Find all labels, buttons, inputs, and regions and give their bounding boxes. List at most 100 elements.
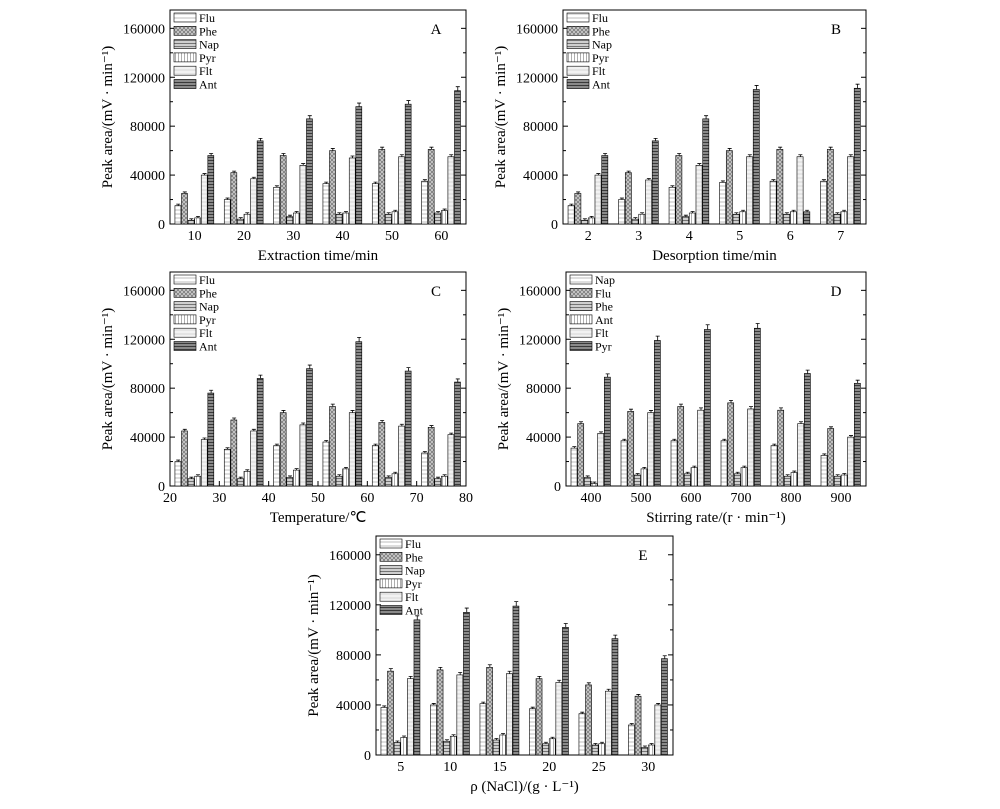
x-tick-label: 20 <box>237 229 251 244</box>
error-bar <box>749 406 753 409</box>
legend-swatch <box>173 12 197 23</box>
bar-flt <box>797 423 805 487</box>
error-bar <box>613 634 618 639</box>
bar-ant <box>454 381 461 487</box>
bar-flt <box>506 673 513 756</box>
bar-nap <box>385 477 392 487</box>
legend-swatch <box>173 327 197 338</box>
x-tick-label: 4 <box>686 229 693 244</box>
y-tick-label: 0 <box>554 480 561 495</box>
error-bar <box>176 459 181 462</box>
chart-panel-A: 0 40000 80000 120000 160000 10 20 30 40 50 60 FluPh… <box>100 9 467 264</box>
bar-nap <box>833 213 841 225</box>
bar-flu <box>627 411 635 487</box>
bar-pyr <box>647 744 655 756</box>
bar-flu <box>273 445 280 487</box>
bar-flu <box>223 199 231 225</box>
error-bar <box>458 672 463 675</box>
error-bar <box>294 468 299 471</box>
chart-panel-C: 0 40000 80000 120000 160000 20 30 40 50 60 70 80 Flu… <box>100 271 473 526</box>
legend-label: Nap <box>199 300 219 314</box>
error-bar <box>537 675 542 679</box>
bar-nap <box>820 455 828 487</box>
bar-flt <box>645 179 652 225</box>
bar-flu <box>174 205 182 225</box>
error-bar <box>195 474 200 477</box>
legend-swatch <box>569 314 593 325</box>
error-bar <box>629 408 633 412</box>
legend-swatch <box>379 565 403 575</box>
bar-phe <box>584 477 591 487</box>
error-bar <box>380 146 385 150</box>
bar-phe <box>329 150 336 225</box>
bar-flu <box>430 704 437 756</box>
y-tick-label: 160000 <box>516 22 558 37</box>
x-tick-label: 500 <box>631 491 652 506</box>
legend-swatch <box>379 591 403 602</box>
legend-swatch <box>566 12 590 23</box>
bar-nap <box>335 213 343 225</box>
x-tick-label: 600 <box>681 491 702 506</box>
y-axis-label: Peak area/(mV · min⁻¹) <box>493 46 509 189</box>
x-tick-label: 700 <box>731 491 752 506</box>
bar-flt <box>647 412 655 487</box>
bar-phe <box>826 149 834 225</box>
y-tick-label: 120000 <box>123 71 165 86</box>
bar-ant <box>601 155 609 225</box>
bar-pyr <box>441 475 448 487</box>
legend-label: Flu <box>592 11 608 25</box>
error-bar <box>301 422 306 425</box>
error-bar <box>382 705 387 708</box>
bar-flt <box>200 174 208 225</box>
error-bar <box>402 735 407 738</box>
legend-swatch <box>173 39 197 49</box>
bar-flt <box>447 434 455 487</box>
bar-flt <box>796 156 804 225</box>
bar-ant <box>840 474 848 487</box>
error-bar <box>697 163 702 166</box>
legend-label: Ant <box>405 604 424 618</box>
bar-flu <box>827 428 835 487</box>
error-bar <box>258 137 263 141</box>
bar-ant <box>306 368 313 487</box>
error-bar <box>642 745 647 748</box>
legend-label: Flt <box>595 326 609 340</box>
bar-flu <box>719 182 726 225</box>
x-tick-label: 15 <box>493 760 507 775</box>
bar-ant <box>306 118 313 225</box>
error-bar <box>251 428 256 431</box>
bar-pyr <box>587 217 595 225</box>
x-tick-label: 2 <box>585 229 592 244</box>
error-bar <box>350 410 355 413</box>
error-bar <box>592 481 597 484</box>
bar-flt <box>348 157 356 225</box>
error-bar <box>662 655 667 659</box>
legend-label: Flu <box>405 537 421 551</box>
error-bar <box>642 466 647 469</box>
bar-nap <box>434 212 442 225</box>
bar-nap <box>187 220 195 225</box>
y-tick-label: 160000 <box>123 284 165 299</box>
error-bar <box>288 475 293 478</box>
bar-pyr <box>789 211 797 225</box>
error-bar <box>822 453 827 456</box>
y-tick-label: 120000 <box>329 599 371 614</box>
legend-label: Pyr <box>405 577 422 591</box>
legend-swatch <box>569 327 593 338</box>
bar-flu <box>322 183 330 225</box>
error-bar <box>350 155 355 158</box>
error-bar <box>754 85 759 90</box>
error-bar <box>596 173 601 176</box>
error-bar <box>629 723 634 725</box>
y-tick-label: 80000 <box>526 382 561 397</box>
legend-label: Pyr <box>199 51 216 65</box>
error-bar <box>481 701 486 704</box>
error-bar <box>307 364 312 369</box>
error-bar <box>238 476 243 479</box>
bar-phe <box>436 669 444 756</box>
bar-pyr <box>293 212 300 225</box>
error-bar <box>182 191 187 194</box>
error-bar <box>442 474 447 477</box>
error-bar <box>720 180 725 183</box>
legend-swatch <box>173 65 197 76</box>
